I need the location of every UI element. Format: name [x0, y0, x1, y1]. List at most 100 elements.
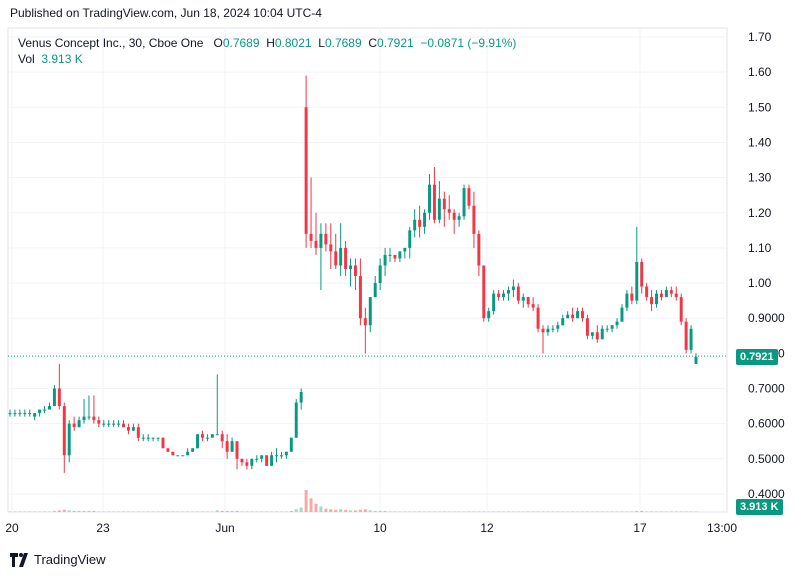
candle-body — [151, 437, 155, 439]
volume-bar — [176, 511, 180, 512]
volume-bar — [373, 510, 377, 512]
volume-bar — [556, 511, 560, 512]
candle-body — [156, 437, 160, 439]
volume-bar — [413, 511, 417, 512]
volume-label: Vol — [18, 52, 35, 66]
x-tick-label: 23 — [96, 521, 110, 535]
x-tick-label: 13:00 — [707, 521, 737, 535]
volume-bar — [655, 511, 658, 512]
candle-body — [585, 318, 589, 336]
volume-bar — [398, 511, 402, 512]
volume-bar — [378, 510, 382, 512]
plot-frame — [7, 27, 728, 513]
volume-bar — [314, 503, 318, 512]
volume-bar — [368, 510, 372, 512]
candle-body — [689, 328, 693, 350]
volume-bar — [62, 509, 66, 512]
volume-bar — [107, 511, 111, 512]
y-tick-label: 0.5000 — [748, 452, 785, 466]
candle-body — [294, 402, 298, 438]
volume-bar — [275, 511, 278, 512]
volume-bar — [186, 511, 190, 512]
candle-body — [442, 198, 446, 210]
volume-bar — [388, 511, 392, 512]
candle-body — [457, 216, 461, 220]
candle-body — [176, 455, 180, 457]
volume-bar — [363, 509, 367, 512]
y-tick-label: 1.50 — [748, 100, 772, 114]
candle-body — [398, 251, 402, 259]
candle-body — [87, 416, 91, 418]
volume-bar — [299, 507, 303, 512]
volume-bar — [87, 510, 91, 512]
volume-bar — [531, 511, 535, 512]
volume-bar — [353, 510, 357, 512]
candle-body — [650, 297, 654, 305]
volume-bar — [605, 511, 609, 512]
volume-bar — [284, 511, 288, 512]
volume-bar — [590, 511, 594, 512]
candle-body — [413, 219, 417, 231]
volume-bar — [171, 511, 175, 512]
candle-body — [452, 212, 456, 220]
candle-body — [551, 328, 555, 330]
volume-bar — [220, 510, 224, 512]
volume-bar — [33, 511, 37, 512]
volume-bar — [620, 511, 624, 512]
volume-bar — [403, 511, 407, 512]
candle-body — [230, 441, 234, 452]
volume-bar — [72, 510, 76, 512]
volume-bar — [250, 511, 254, 512]
candle-body — [260, 455, 264, 459]
x-tick-label: 10 — [373, 521, 387, 535]
candle-body — [428, 184, 431, 213]
volume-bar — [437, 511, 441, 512]
volume-bar — [650, 511, 654, 512]
volume-bar — [210, 511, 214, 512]
candle-body — [497, 293, 501, 298]
candle-body — [186, 451, 190, 456]
open-value: 0.7689 — [222, 36, 260, 50]
candle-body — [146, 437, 150, 439]
candle-body — [595, 332, 599, 340]
volume-bar — [581, 511, 584, 512]
candle-body — [561, 318, 565, 326]
volume-bar — [151, 511, 155, 512]
candle-body — [33, 413, 37, 417]
candle-body — [664, 290, 668, 298]
candle-body — [289, 437, 293, 452]
footer-brand[interactable]: TradingView — [10, 552, 106, 567]
volume-bar — [92, 510, 96, 512]
volume-bar — [551, 511, 555, 512]
candle-body — [383, 254, 387, 266]
x-tick-label: 20 — [5, 521, 19, 535]
candle-body — [368, 297, 372, 326]
candle-body — [610, 325, 614, 329]
volume-bar — [319, 506, 323, 512]
y-tick-label: 1.40 — [748, 135, 772, 149]
candle-body — [472, 205, 476, 234]
volume-bar — [260, 511, 264, 512]
volume-bar — [645, 511, 649, 512]
volume-bar — [309, 498, 313, 512]
candle-body — [210, 434, 214, 438]
volume-bar — [546, 511, 550, 512]
candle-body — [304, 107, 308, 234]
volume-bar — [196, 511, 200, 512]
candle-body — [492, 293, 496, 312]
volume-bar — [516, 511, 520, 512]
volume-bar — [442, 511, 446, 512]
candle-body — [97, 420, 101, 424]
volume-bar — [112, 511, 116, 512]
y-tick-label: 1.00 — [748, 276, 772, 290]
candle-body — [220, 434, 224, 442]
low-value: 0.7689 — [324, 36, 362, 50]
candle-body — [353, 265, 357, 277]
candle-body — [191, 448, 195, 452]
volume-bar — [472, 511, 476, 512]
candle-body — [566, 314, 570, 319]
volume-bar — [82, 510, 86, 512]
volume-bar — [393, 511, 397, 512]
